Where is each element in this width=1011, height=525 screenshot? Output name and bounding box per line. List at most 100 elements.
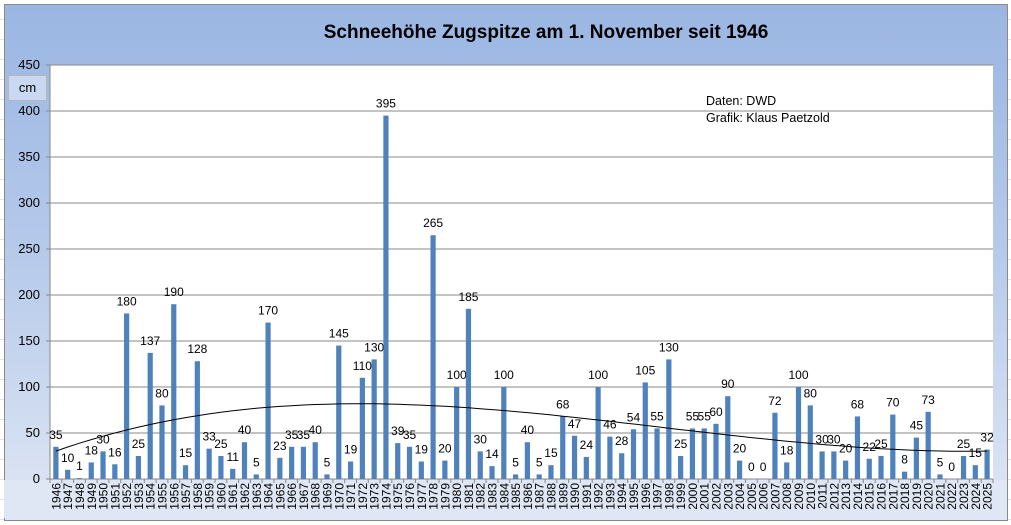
x-tick-label: 1985 (509, 483, 523, 510)
bar-1953 (135, 456, 142, 479)
bar-1950 (100, 451, 106, 479)
x-tick-label: 2025 (981, 483, 995, 510)
x-tick-label: 1960 (214, 483, 228, 510)
bar-1962 (241, 442, 248, 479)
bar-1981 (465, 308, 472, 479)
data-label: 25 (214, 437, 228, 451)
bar-1959 (206, 448, 212, 479)
x-tick-label: 2005 (745, 483, 759, 510)
bar-1980 (454, 387, 460, 479)
x-tick-label: 2008 (780, 483, 794, 510)
data-label: 35 (297, 428, 311, 442)
x-tick-label: 1970 (332, 483, 346, 510)
data-label: 25 (132, 437, 146, 451)
bar-1960 (218, 456, 224, 479)
x-tick-label: 1949 (85, 483, 99, 510)
bar-2007 (772, 412, 778, 479)
bar-2000 (689, 428, 696, 479)
data-label: 68 (851, 397, 865, 411)
x-tick-label: 1991 (580, 483, 594, 510)
x-tick-label: 1984 (497, 483, 511, 510)
data-label: 40 (309, 423, 323, 437)
x-tick-label: 1978 (427, 483, 441, 510)
data-label: 70 (886, 396, 900, 410)
x-tick-label: 1972 (356, 483, 370, 510)
x-tick-label: 1981 (462, 483, 476, 510)
trendline (55, 403, 988, 452)
x-tick-label: 2016 (875, 483, 889, 510)
annotation-source: Daten: DWD (706, 94, 776, 108)
x-tick-label: 2006 (757, 483, 771, 510)
bar-2015 (866, 458, 872, 479)
bar-2016 (878, 456, 884, 479)
x-tick-label: 2017 (886, 483, 900, 510)
plot-area (50, 65, 993, 479)
bar-1990 (571, 435, 578, 479)
bar-2025 (984, 449, 990, 479)
y-axis-unit-label: cm (8, 75, 47, 101)
data-label: 0 (760, 460, 767, 474)
data-label: 54 (627, 410, 641, 424)
x-tick-label: 1950 (97, 483, 111, 510)
x-tick-label: 1973 (368, 483, 382, 510)
bar-1948 (76, 478, 83, 479)
data-label: 16 (108, 445, 122, 459)
data-label: 80 (155, 386, 169, 400)
bar-2023 (960, 456, 967, 479)
x-tick-label: 1979 (438, 483, 452, 510)
bar-1974 (383, 115, 389, 479)
data-label: 25 (674, 437, 688, 451)
bar-1986 (524, 442, 530, 479)
bar-1954 (147, 352, 153, 479)
x-tick-label: 2018 (898, 483, 912, 510)
y-tick-label: 300 (18, 195, 40, 210)
x-tick-label: 1990 (568, 483, 582, 510)
y-tick-label: 350 (18, 149, 40, 164)
data-label: 137 (140, 334, 160, 348)
x-tick-label: 1971 (344, 483, 358, 510)
x-tick-label: 2000 (686, 483, 700, 510)
data-label: 18 (85, 443, 99, 457)
x-tick-label: 1982 (474, 483, 488, 510)
data-label: 10 (61, 451, 75, 465)
x-tick-label: 2015 (863, 483, 877, 510)
bar-1955 (159, 405, 165, 479)
x-tick-label: 1953 (132, 483, 146, 510)
x-tick-label: 1958 (191, 483, 205, 510)
x-tick-label: 1951 (108, 483, 122, 510)
bar-2024 (972, 465, 978, 479)
bar-1957 (182, 465, 189, 479)
x-axis-band (4, 480, 1007, 518)
bar-1984 (501, 387, 507, 479)
x-tick-label: 1964 (262, 483, 276, 510)
data-label: 30 (96, 432, 110, 446)
x-tick-label: 2014 (851, 483, 865, 510)
data-label: 14 (485, 447, 499, 461)
bar-2011 (819, 451, 825, 479)
data-label: 68 (556, 397, 570, 411)
bar-2013 (843, 460, 849, 479)
bar-1952 (124, 313, 130, 479)
bar-1994 (619, 453, 625, 479)
x-tick-label: 1967 (297, 483, 311, 510)
bar-1998 (666, 359, 672, 479)
x-tick-label: 1987 (533, 483, 547, 510)
y-tick-label: 200 (18, 287, 40, 302)
bar-2017 (890, 414, 896, 479)
bar-2021 (937, 474, 943, 479)
data-label: 8 (901, 453, 908, 467)
bar-1992 (595, 387, 601, 479)
y-tick-label: 100 (18, 379, 40, 394)
data-label: 30 (815, 432, 829, 446)
x-tick-label: 1947 (61, 483, 75, 510)
bar-1967 (300, 446, 307, 479)
data-label: 100 (788, 368, 808, 382)
bar-1988 (548, 465, 554, 479)
bar-1973 (371, 359, 377, 479)
x-tick-label: 2024 (969, 483, 983, 510)
data-label: 20 (839, 442, 853, 456)
data-label: 5 (253, 455, 260, 469)
x-tick-label: 1977 (415, 483, 429, 510)
y-tick-label: 400 (18, 103, 40, 118)
data-label: 24 (580, 438, 594, 452)
